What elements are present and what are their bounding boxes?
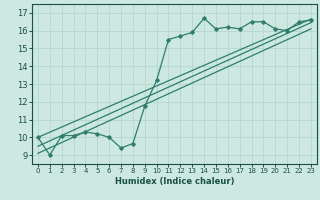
X-axis label: Humidex (Indice chaleur): Humidex (Indice chaleur) [115, 177, 234, 186]
